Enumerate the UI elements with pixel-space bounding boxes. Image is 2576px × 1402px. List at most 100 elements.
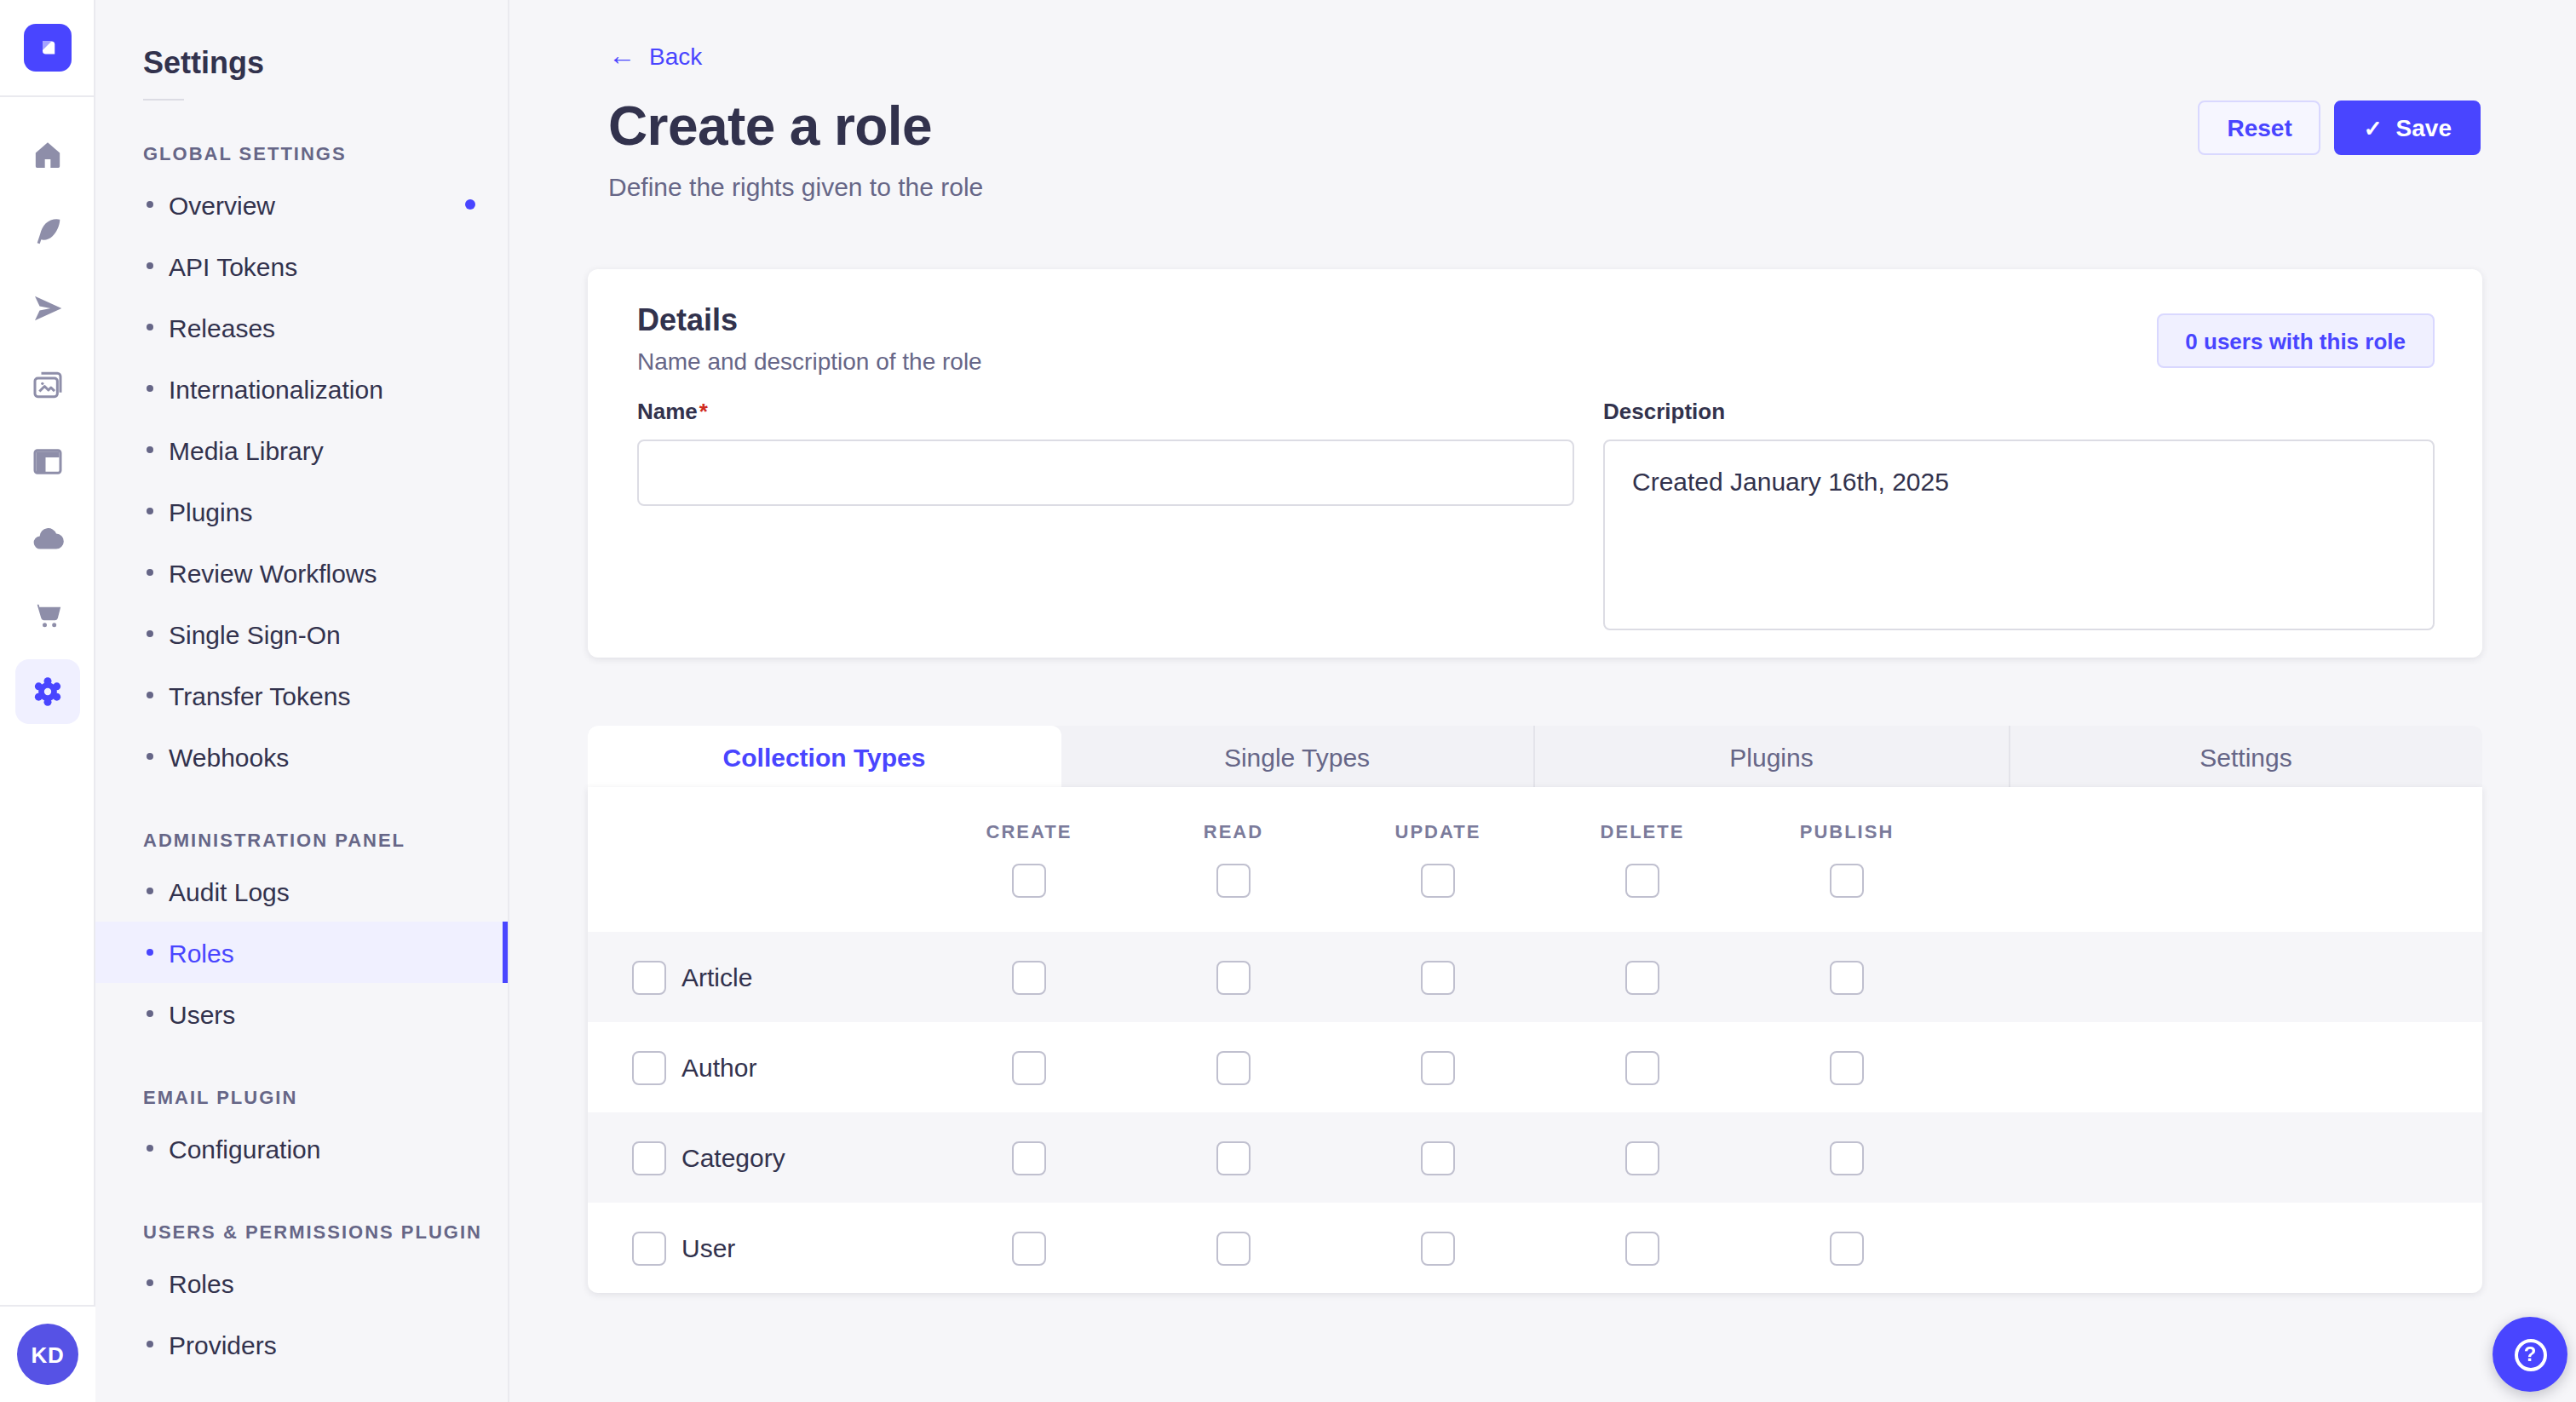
settings-rail-item[interactable] <box>0 652 95 729</box>
select-all-delete-checkbox[interactable] <box>1625 864 1659 898</box>
reset-button[interactable]: Reset <box>2199 101 2321 155</box>
settings-sidebar: Settings GLOBAL SETTINGS Overview API To… <box>95 0 509 1402</box>
description-label: Description <box>1603 399 2435 424</box>
description-textarea[interactable]: Created January 16th, 2025 <box>1603 440 2435 630</box>
author-delete-checkbox[interactable] <box>1625 1050 1659 1084</box>
permission-row-article: Article <box>588 932 2482 1022</box>
sidebar-item-transfer-tokens[interactable]: Transfer Tokens <box>95 664 508 726</box>
article-delete-checkbox[interactable] <box>1625 960 1659 994</box>
shopping-cart-icon[interactable] <box>0 576 95 652</box>
feather-pen-icon[interactable] <box>0 192 95 269</box>
home-icon[interactable] <box>0 116 95 192</box>
sidebar-item-configuration[interactable]: Configuration <box>95 1118 508 1179</box>
sidebar-item-webhooks[interactable]: Webhooks <box>95 726 508 787</box>
category-update-checkbox[interactable] <box>1421 1141 1455 1175</box>
row-select-checkbox[interactable] <box>632 1141 666 1175</box>
select-all-read-checkbox[interactable] <box>1216 864 1251 898</box>
author-create-checkbox[interactable] <box>1012 1050 1046 1084</box>
column-header-publish: PUBLISH <box>1745 821 1949 842</box>
author-publish-checkbox[interactable] <box>1830 1050 1864 1084</box>
content-type-name: Article <box>681 962 752 991</box>
user-read-checkbox[interactable] <box>1216 1231 1251 1265</box>
sidebar-item-api-tokens[interactable]: API Tokens <box>95 235 508 296</box>
sidebar-item-internationalization[interactable]: Internationalization <box>95 358 508 419</box>
sidebar-item-review-workflows[interactable]: Review Workflows <box>95 542 508 603</box>
permission-row-user: User <box>588 1203 2482 1293</box>
permissions-tabs: Collection Types Single Types Plugins Se… <box>588 726 2482 787</box>
bullet-icon <box>147 1341 153 1347</box>
sidebar-item-roles-admin[interactable]: Roles <box>95 922 508 983</box>
tab-collection-types[interactable]: Collection Types <box>588 726 1061 787</box>
save-button[interactable]: ✓ Save <box>2335 101 2481 155</box>
name-label: Name* <box>637 399 1574 424</box>
nav-rail: KD <box>0 0 95 1402</box>
users-with-role-badge[interactable]: 0 users with this role <box>2156 313 2435 368</box>
section-heading-global-settings: GLOBAL SETTINGS <box>143 143 508 164</box>
sidebar-item-single-sign-on[interactable]: Single Sign-On <box>95 603 508 664</box>
section-heading-administration-panel: ADMINISTRATION PANEL <box>143 830 508 850</box>
app-root: KD Settings GLOBAL SETTINGS Overview API… <box>0 0 2576 1402</box>
tab-single-types[interactable]: Single Types <box>1061 726 1533 787</box>
sidebar-item-releases[interactable]: Releases <box>95 296 508 358</box>
article-create-checkbox[interactable] <box>1012 960 1046 994</box>
category-delete-checkbox[interactable] <box>1625 1141 1659 1175</box>
bullet-icon <box>147 692 153 698</box>
bullet-icon <box>147 385 153 392</box>
back-link[interactable]: ← Back <box>608 43 702 70</box>
select-all-publish-checkbox[interactable] <box>1830 864 1864 898</box>
sidebar-item-plugins[interactable]: Plugins <box>95 480 508 542</box>
section-heading-email-plugin: EMAIL PLUGIN <box>143 1087 508 1107</box>
bullet-icon <box>147 324 153 330</box>
bullet-icon <box>147 508 153 514</box>
page-title: Create a role <box>608 95 932 158</box>
cloud-icon[interactable] <box>0 499 95 576</box>
content-type-name: Author <box>681 1053 756 1082</box>
select-all-create-checkbox[interactable] <box>1012 864 1046 898</box>
details-subtitle: Name and description of the role <box>637 348 982 375</box>
header-actions: Reset ✓ Save <box>2199 101 2481 155</box>
tab-plugins[interactable]: Plugins <box>1533 726 2008 787</box>
name-field-group: Name* <box>637 399 1574 506</box>
sidebar-item-audit-logs[interactable]: Audit Logs <box>95 860 508 922</box>
sidebar-item-users[interactable]: Users <box>95 983 508 1044</box>
sidebar-title: Settings <box>143 46 508 82</box>
user-create-checkbox[interactable] <box>1012 1231 1046 1265</box>
category-publish-checkbox[interactable] <box>1830 1141 1864 1175</box>
notification-dot <box>465 199 475 210</box>
user-update-checkbox[interactable] <box>1421 1231 1455 1265</box>
sidebar-item-roles-up[interactable]: Roles <box>95 1252 508 1313</box>
workspace-logo-cell[interactable] <box>0 0 94 97</box>
sidebar-item-media-library[interactable]: Media Library <box>95 419 508 480</box>
rail-footer: KD <box>0 1305 95 1402</box>
user-avatar[interactable]: KD <box>17 1324 78 1385</box>
category-read-checkbox[interactable] <box>1216 1141 1251 1175</box>
category-create-checkbox[interactable] <box>1012 1141 1046 1175</box>
main-content: ← Back Create a role Define the rights g… <box>509 0 2576 1402</box>
sidebar-item-providers[interactable]: Providers <box>95 1313 508 1375</box>
row-select-checkbox[interactable] <box>632 960 666 994</box>
user-publish-checkbox[interactable] <box>1830 1231 1864 1265</box>
bullet-icon <box>147 753 153 760</box>
name-input[interactable] <box>637 440 1574 506</box>
help-button[interactable]: ? <box>2493 1317 2567 1392</box>
column-header-delete: DELETE <box>1540 821 1745 842</box>
row-select-checkbox[interactable] <box>632 1231 666 1265</box>
user-delete-checkbox[interactable] <box>1625 1231 1659 1265</box>
author-read-checkbox[interactable] <box>1216 1050 1251 1084</box>
author-update-checkbox[interactable] <box>1421 1050 1455 1084</box>
article-update-checkbox[interactable] <box>1421 960 1455 994</box>
article-publish-checkbox[interactable] <box>1830 960 1864 994</box>
select-all-update-checkbox[interactable] <box>1421 864 1455 898</box>
layout-icon[interactable] <box>0 422 95 499</box>
bullet-icon <box>147 888 153 894</box>
details-title: Details <box>637 303 738 339</box>
media-gallery-icon[interactable] <box>0 346 95 422</box>
page-subtitle: Define the rights given to the role <box>608 172 983 201</box>
permission-row-author: Author <box>588 1022 2482 1112</box>
article-read-checkbox[interactable] <box>1216 960 1251 994</box>
row-select-checkbox[interactable] <box>632 1050 666 1084</box>
tab-settings[interactable]: Settings <box>2008 726 2482 787</box>
paper-plane-icon[interactable] <box>0 269 95 346</box>
sidebar-item-overview[interactable]: Overview <box>95 174 508 235</box>
column-header-update: UPDATE <box>1336 821 1540 842</box>
